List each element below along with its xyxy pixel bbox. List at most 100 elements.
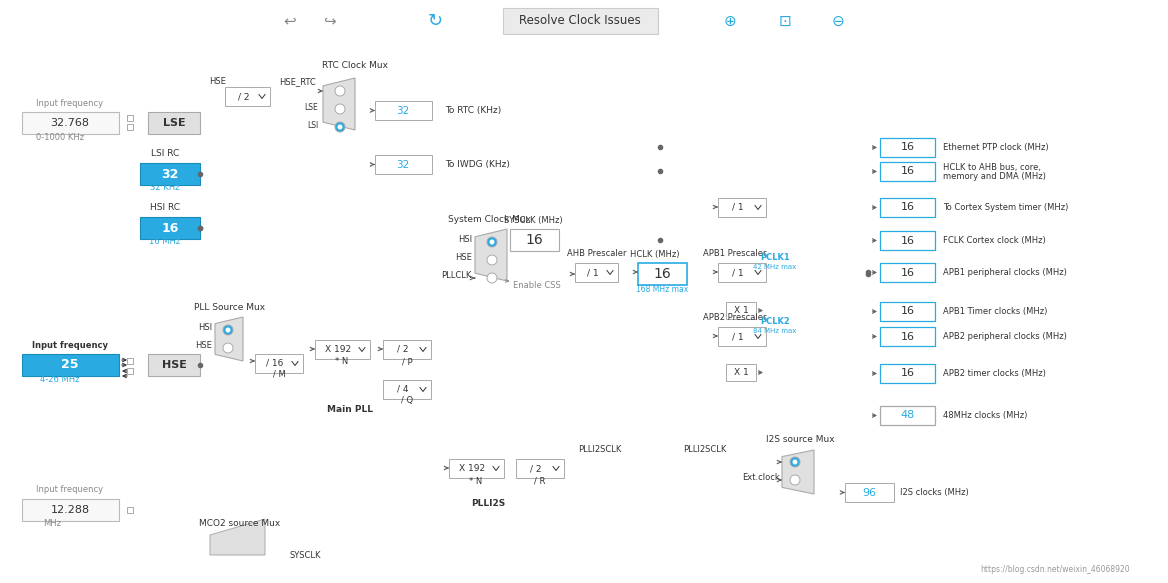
Bar — [22, 499, 119, 521]
Text: / P: / P — [402, 357, 412, 367]
Text: Ext.clock: Ext.clock — [742, 473, 780, 483]
Bar — [718, 198, 766, 217]
Text: APB1 Prescaler: APB1 Prescaler — [703, 250, 766, 258]
Text: AHB Prescaler: AHB Prescaler — [568, 250, 627, 258]
Text: HSE: HSE — [209, 78, 227, 86]
Text: 16 MHz: 16 MHz — [150, 237, 181, 247]
Text: / 1: / 1 — [732, 332, 744, 341]
Text: / M: / M — [272, 370, 285, 378]
Bar — [726, 302, 756, 319]
Text: APB2 timer clocks (MHz): APB2 timer clocks (MHz) — [943, 369, 1045, 378]
Text: SYSCLK (MHz): SYSCLK (MHz) — [503, 216, 562, 224]
Bar — [718, 327, 766, 346]
Bar — [575, 263, 618, 282]
Text: ↻: ↻ — [427, 12, 443, 30]
Text: Input frequency: Input frequency — [36, 99, 104, 107]
Text: ⊖: ⊖ — [832, 13, 844, 29]
Text: FCLK Cortex clock (MHz): FCLK Cortex clock (MHz) — [943, 236, 1045, 245]
Circle shape — [487, 255, 498, 265]
Bar — [503, 8, 658, 34]
Polygon shape — [475, 229, 507, 281]
Bar — [880, 231, 936, 250]
Text: 42 MHz max: 42 MHz max — [753, 264, 797, 270]
Text: Resolve Clock Issues: Resolve Clock Issues — [519, 15, 641, 27]
Text: / Q: / Q — [401, 395, 413, 405]
Bar — [718, 263, 766, 282]
Circle shape — [335, 86, 345, 96]
Text: Input frequency: Input frequency — [32, 340, 107, 349]
Text: X 192: X 192 — [459, 464, 486, 473]
Text: APB1 Timer clocks (MHz): APB1 Timer clocks (MHz) — [943, 307, 1048, 316]
Text: HCLK (MHz): HCLK (MHz) — [631, 250, 680, 258]
Text: 4-26 MHz: 4-26 MHz — [40, 375, 79, 385]
Text: https://blog.csdn.net/weixin_46068920: https://blog.csdn.net/weixin_46068920 — [980, 566, 1129, 574]
Text: SYSCLK: SYSCLK — [290, 550, 321, 560]
Bar — [880, 198, 936, 217]
Circle shape — [338, 125, 342, 129]
Bar — [510, 229, 559, 251]
Text: HSE_RTC: HSE_RTC — [279, 78, 315, 86]
Text: 32.768: 32.768 — [50, 118, 90, 128]
Text: LSE: LSE — [162, 118, 186, 128]
Circle shape — [487, 273, 498, 283]
Circle shape — [223, 325, 232, 335]
Bar — [375, 155, 432, 174]
Text: HSI: HSI — [197, 322, 213, 332]
Bar — [726, 364, 756, 381]
Circle shape — [487, 237, 498, 247]
Text: PCLK2: PCLK2 — [760, 317, 790, 325]
Text: ⊡: ⊡ — [779, 13, 792, 29]
Bar — [127, 124, 133, 130]
Text: APB2 peripheral clocks (MHz): APB2 peripheral clocks (MHz) — [943, 332, 1066, 341]
Circle shape — [790, 475, 800, 485]
Bar — [22, 354, 119, 376]
Text: X 192: X 192 — [326, 345, 352, 354]
Bar — [880, 263, 936, 282]
Text: 16: 16 — [901, 142, 915, 153]
Text: LSI RC: LSI RC — [151, 149, 179, 159]
Text: 12.288: 12.288 — [50, 505, 90, 515]
Circle shape — [225, 328, 230, 332]
Text: memory and DMA (MHz): memory and DMA (MHz) — [943, 172, 1045, 181]
Text: 16: 16 — [901, 202, 915, 212]
Text: Ethernet PTP clock (MHz): Ethernet PTP clock (MHz) — [943, 143, 1049, 152]
Text: To IWDG (KHz): To IWDG (KHz) — [445, 160, 510, 169]
Text: / 1: / 1 — [732, 268, 744, 277]
Bar — [880, 162, 936, 181]
Text: 0-1000 KHz: 0-1000 KHz — [36, 134, 84, 142]
Text: 16: 16 — [901, 368, 915, 378]
Bar — [148, 354, 200, 376]
Bar — [449, 459, 505, 478]
Text: 16: 16 — [161, 222, 179, 234]
Bar — [375, 101, 432, 120]
Text: 32: 32 — [396, 106, 410, 115]
Text: 16: 16 — [901, 332, 915, 342]
Polygon shape — [210, 519, 265, 555]
Bar — [127, 115, 133, 121]
Text: HSI RC: HSI RC — [150, 203, 180, 212]
Bar — [880, 138, 936, 157]
Circle shape — [790, 457, 800, 467]
Text: HSI: HSI — [458, 234, 472, 244]
Circle shape — [793, 459, 798, 465]
Text: / 2: / 2 — [238, 92, 249, 101]
Bar — [315, 340, 370, 359]
Bar — [880, 302, 936, 321]
Bar — [225, 87, 270, 106]
Bar — [307, 323, 472, 418]
Text: ↪: ↪ — [324, 13, 336, 29]
Text: APB2 Prescaler: APB2 Prescaler — [703, 314, 766, 322]
Bar — [140, 217, 200, 239]
Text: LSE: LSE — [304, 103, 318, 111]
Bar — [255, 354, 303, 373]
Text: LSI: LSI — [307, 121, 318, 129]
Bar — [127, 358, 133, 364]
Text: / 1: / 1 — [586, 268, 598, 277]
Bar — [383, 380, 431, 399]
Text: / 4: / 4 — [397, 385, 409, 394]
Bar — [442, 449, 606, 511]
Text: RTC Clock Mux: RTC Clock Mux — [322, 61, 388, 71]
Text: X 1: X 1 — [734, 306, 749, 315]
Text: / 2: / 2 — [530, 464, 542, 473]
Text: / R: / R — [534, 476, 545, 486]
